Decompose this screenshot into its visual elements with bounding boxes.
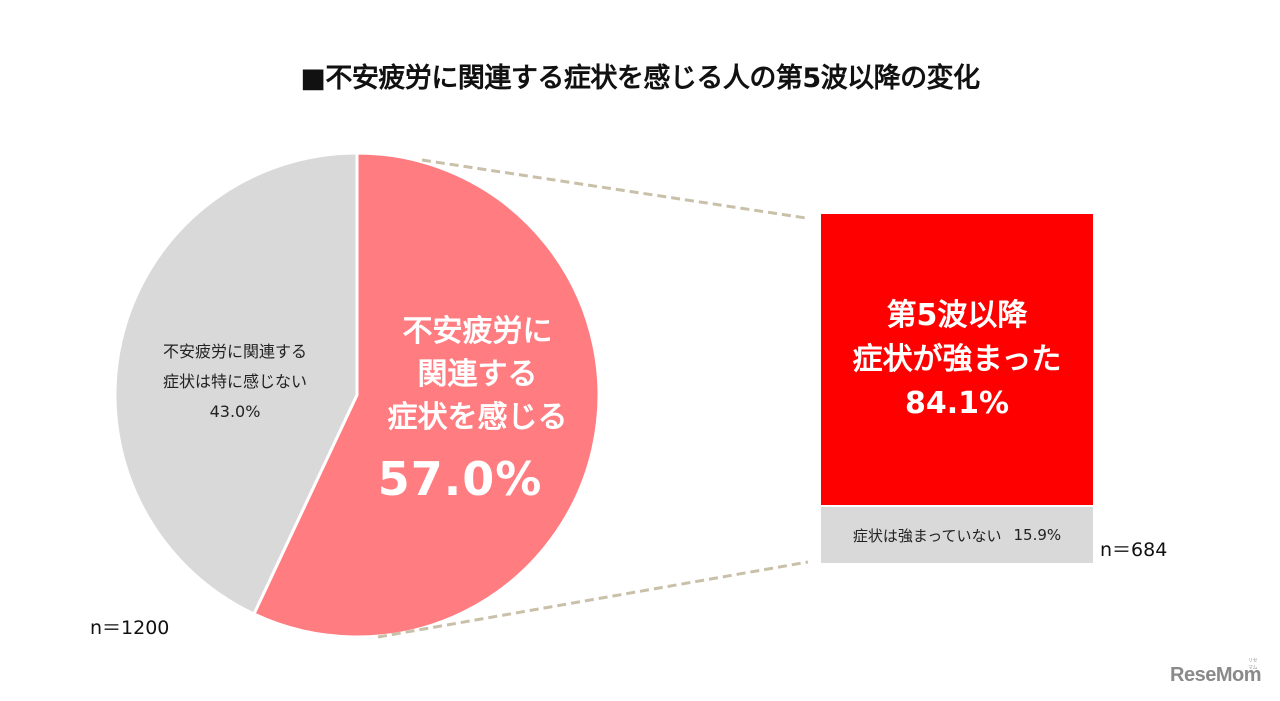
pie-slice-not-feeling — [113, 151, 359, 616]
label-line: 関連する — [417, 357, 538, 392]
breakdown-bar-not-strong: 症状は強まっていない 15.9% — [821, 507, 1093, 563]
connector-line-bottom — [377, 560, 809, 639]
bar-label-line: 第5波以降 — [886, 297, 1028, 333]
pie-label-feeling: 不安疲労に 関連する 症状を感じる — [360, 310, 595, 439]
pie-sample-size: n＝1200 — [90, 617, 170, 639]
resemom-logo: ReseMom リセマム — [1170, 658, 1261, 687]
bar-value: 84.1% — [904, 385, 1010, 421]
bar-label-line: 症状が強まった — [852, 341, 1062, 377]
breakdown-bar-strong: 第5波以降 症状が強まった 84.1% — [821, 214, 1093, 505]
label-line: 症状を感じる — [387, 400, 568, 435]
label-line: 不安疲労に — [402, 314, 553, 349]
label-line: 症状は特に感じない — [162, 372, 307, 391]
pie-slice-feeling — [252, 151, 601, 639]
logo-subtext: リセマム — [1248, 658, 1258, 671]
label-line: 不安疲労に関連する — [162, 342, 307, 361]
logo-text: ReseMom — [1170, 664, 1261, 686]
pie-label-not-feeling: 不安疲労に関連する 症状は特に感じない 43.0% — [130, 337, 340, 427]
bar-value: 15.9% — [1013, 526, 1062, 544]
chart-title: ■不安疲労に関連する症状を感じる人の第5波以降の変化 — [300, 63, 980, 94]
connector-line-top — [421, 158, 807, 220]
breakdown-sample-size: n＝684 — [1100, 539, 1168, 561]
label-value: 43.0% — [209, 402, 261, 421]
pie-value-feeling: 57.0% — [377, 452, 543, 506]
bar-label: 症状は強まっていない — [852, 526, 1002, 545]
